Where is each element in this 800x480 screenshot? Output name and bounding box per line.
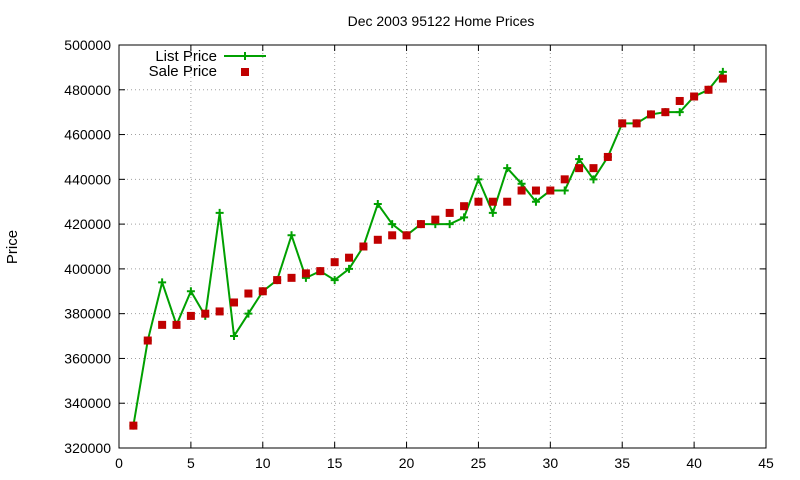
sale-price-point <box>488 197 497 206</box>
sale-price-point <box>345 253 354 262</box>
y-tick-label: 480000 <box>64 82 111 98</box>
sale-price-point <box>531 186 540 195</box>
y-tick-label: 420000 <box>64 216 111 232</box>
sale-price-point <box>359 242 368 251</box>
sale-price-point <box>230 298 239 307</box>
y-tick-label: 360000 <box>64 350 111 366</box>
sale-price-point <box>373 235 382 244</box>
y-tick-label: 460000 <box>64 127 111 143</box>
sale-price-point <box>646 110 655 119</box>
sale-price-point <box>661 108 670 117</box>
list-price-point <box>560 186 569 195</box>
sale-price-point <box>143 336 152 345</box>
sale-price-point <box>675 96 684 105</box>
sale-price-point <box>589 164 598 173</box>
list-price-point <box>345 264 354 273</box>
x-tick-label: 15 <box>327 455 343 471</box>
axis-ticks <box>118 44 767 449</box>
chart-title: Dec 2003 95122 Home Prices <box>348 13 535 29</box>
list-price-point <box>675 108 684 117</box>
sale-price-point <box>460 202 469 211</box>
y-axis-label: Price <box>4 230 21 264</box>
series-layer <box>129 67 727 430</box>
legend-swatch-sale-price <box>241 68 249 76</box>
sale-price-point <box>618 119 627 128</box>
sale-price-point <box>704 85 713 94</box>
list-price-point <box>488 208 497 217</box>
sale-price-point <box>273 276 282 285</box>
sale-price-point <box>445 208 454 217</box>
list-price-point <box>186 287 195 296</box>
sale-price-point <box>431 215 440 224</box>
x-tick-label: 45 <box>758 455 774 471</box>
y-tick-label: 400000 <box>64 261 111 277</box>
legend-label-list-price: List Price <box>155 48 217 65</box>
sale-price-point <box>258 287 267 296</box>
list-price-point <box>388 220 397 229</box>
list-price-point <box>718 67 727 76</box>
list-price-point <box>373 199 382 208</box>
list-price-point <box>230 332 239 341</box>
legend-marker-list-price <box>241 52 249 60</box>
sale-price-point <box>718 74 727 83</box>
sale-price-point <box>517 186 526 195</box>
sale-price-point <box>503 197 512 206</box>
y-tick-label: 340000 <box>64 395 111 411</box>
sale-price-point <box>244 289 253 298</box>
list-price-point <box>215 208 224 217</box>
sale-price-point <box>388 231 397 240</box>
x-tick-label: 5 <box>187 455 195 471</box>
sale-price-point <box>474 197 483 206</box>
x-tick-label: 10 <box>255 455 271 471</box>
y-tick-label: 320000 <box>64 440 111 456</box>
sale-price-point <box>158 320 167 329</box>
axis-tick-labels: 0 5 10 15 20 25 30 35 40 45 320000 340000 360000 3800… <box>64 37 774 471</box>
y-tick-label: 380000 <box>64 306 111 322</box>
x-tick-label: 35 <box>614 455 630 471</box>
y-tick-label: 500000 <box>64 37 111 53</box>
sale-price-point <box>575 164 584 173</box>
sale-price-point <box>546 186 555 195</box>
list-price-point <box>287 231 296 240</box>
plot-frame <box>118 44 767 449</box>
sale-price-point <box>603 152 612 161</box>
list-price-point <box>330 276 339 285</box>
list-price-point <box>460 213 469 222</box>
list-price-point <box>244 309 253 318</box>
sale-price-point <box>330 258 339 267</box>
sale-price-point <box>316 267 325 276</box>
sale-price-point <box>632 119 641 128</box>
sale-price-point <box>402 231 411 240</box>
list-price-point <box>517 179 526 188</box>
x-tick-label: 20 <box>399 455 415 471</box>
sale-price-point <box>186 311 195 320</box>
x-tick-label: 0 <box>115 455 123 471</box>
list-price-point <box>158 278 167 287</box>
legend-label-sale-price: Sale Price <box>149 63 217 80</box>
sale-price-point <box>301 269 310 278</box>
x-tick-label: 25 <box>471 455 487 471</box>
list-price-point <box>474 175 483 184</box>
sale-price-point <box>172 320 181 329</box>
sale-price-point <box>560 175 569 184</box>
grid <box>119 45 766 448</box>
sale-price-point <box>215 307 224 316</box>
list-price-point <box>531 197 540 206</box>
y-tick-label: 440000 <box>64 171 111 187</box>
sale-price-point <box>201 309 210 318</box>
x-tick-label: 40 <box>686 455 702 471</box>
list-price-point <box>445 220 454 229</box>
x-tick-label: 30 <box>543 455 559 471</box>
sale-price-point <box>416 220 425 229</box>
list-price-point <box>503 164 512 173</box>
sale-price-point <box>690 92 699 101</box>
sale-price-point <box>129 421 138 430</box>
list-price-point <box>575 155 584 164</box>
sale-price-point <box>287 273 296 282</box>
list-price-point <box>589 175 598 184</box>
